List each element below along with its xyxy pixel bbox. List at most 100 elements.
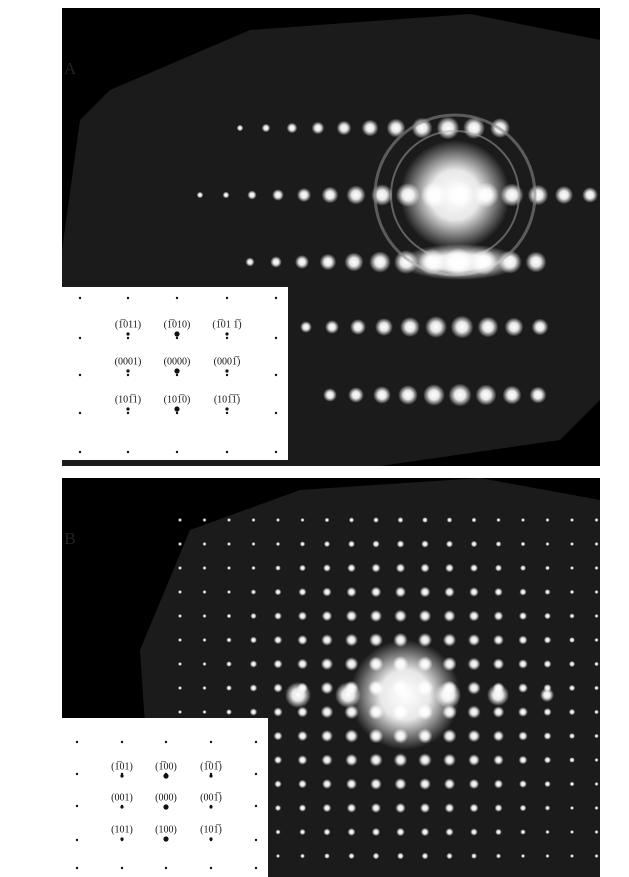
diffraction-spot — [297, 707, 308, 718]
diffraction-spot — [203, 566, 207, 570]
diffraction-spot — [519, 636, 528, 645]
diffraction-spot — [451, 316, 474, 339]
diffraction-spot — [178, 590, 182, 594]
diffraction-spot — [178, 638, 182, 642]
diffraction-spot — [397, 540, 405, 548]
diffraction-spot — [346, 610, 357, 621]
diffraction-spot — [369, 251, 390, 272]
diffraction-spot — [227, 590, 231, 594]
diffraction-spot — [375, 318, 393, 336]
diffraction-spot — [321, 730, 333, 742]
diffraction-spot — [227, 518, 231, 522]
diffraction-spot — [493, 658, 504, 669]
diffraction-spot — [469, 611, 480, 622]
diffraction-spot — [272, 189, 284, 201]
diffraction-spot — [274, 732, 283, 741]
diffraction-spot — [322, 587, 331, 596]
diffraction-spot — [521, 542, 526, 547]
diffraction-spot — [396, 828, 405, 837]
diffraction-spot — [349, 517, 354, 522]
diffraction-spot — [297, 731, 307, 741]
diffraction-spot — [227, 542, 231, 546]
diffraction-spot — [595, 830, 599, 834]
diffraction-spot — [202, 686, 206, 690]
diffraction-spot — [526, 252, 547, 273]
diffraction-spot — [323, 828, 330, 835]
diffraction-spot — [418, 753, 431, 766]
miller-index: (0001̅) — [214, 356, 241, 367]
lattice-dot — [165, 867, 167, 869]
diffraction-spot — [395, 587, 406, 598]
diffraction-spot — [300, 854, 305, 859]
diffraction-spot — [446, 540, 453, 547]
diffraction-spot — [478, 317, 499, 338]
diffraction-spot — [446, 853, 452, 859]
diffraction-spot — [468, 634, 480, 646]
lattice-dot — [225, 332, 228, 335]
lattice-dot — [163, 804, 168, 809]
diffraction-spot — [447, 517, 452, 522]
diffraction-spot — [444, 778, 455, 789]
lattice-dot — [76, 773, 78, 775]
lattice-dot — [120, 774, 123, 777]
lattice-dot — [210, 867, 212, 869]
diffraction-spot — [345, 754, 357, 766]
diffraction-spot — [298, 780, 307, 789]
diffraction-spot — [471, 541, 478, 548]
diffraction-spot — [275, 805, 281, 811]
diffraction-spot — [323, 804, 331, 812]
diffraction-spot — [250, 708, 257, 715]
diffraction-spot — [203, 614, 207, 618]
diffraction-spot — [519, 612, 527, 620]
diffraction-spot — [420, 563, 429, 572]
diffraction-spot — [321, 682, 334, 695]
diffraction-spot — [324, 853, 330, 859]
miller-index: (101̅1̅) — [214, 394, 240, 405]
diffraction-spot — [203, 662, 207, 666]
lattice-dot — [79, 374, 81, 376]
diffraction-spot — [226, 709, 232, 715]
diffraction-spot — [322, 779, 332, 789]
diffraction-spot — [299, 588, 307, 596]
diffraction-spot — [274, 780, 281, 787]
lattice-dot — [127, 337, 129, 339]
diffraction-spot — [493, 755, 503, 765]
diffraction-spot — [544, 781, 550, 787]
diffraction-spot — [570, 830, 574, 834]
diffraction-spot — [345, 634, 358, 647]
diffraction-spot — [520, 565, 526, 571]
diffraction-spot — [369, 633, 383, 647]
miller-index: (101) — [111, 824, 133, 835]
diffraction-spot — [394, 610, 407, 623]
lattice-dot — [225, 407, 228, 410]
lattice-dot — [209, 774, 212, 777]
miller-index: (1̅00) — [155, 761, 177, 772]
diffraction-spot — [197, 192, 204, 199]
miller-index: (101̅0) — [164, 394, 191, 405]
diffraction-spot — [421, 540, 428, 547]
diffraction-spot — [470, 564, 478, 572]
diffraction-spot — [274, 756, 282, 764]
lattice-dot — [275, 451, 277, 453]
diffraction-spot — [493, 706, 504, 717]
diffraction-spot — [250, 660, 257, 667]
diffraction-spot — [595, 806, 599, 810]
diffraction-spot — [274, 636, 282, 644]
lattice-dot — [127, 412, 129, 414]
diffraction-spot — [518, 659, 528, 669]
diffraction-spot — [468, 730, 480, 742]
diffraction-spot — [251, 589, 256, 594]
diffraction-spot — [337, 121, 352, 136]
diffraction-spot — [203, 590, 207, 594]
diffraction-spot — [226, 637, 231, 642]
miller-index: (1̅01) — [111, 761, 133, 772]
lattice-dot — [163, 836, 168, 841]
diffraction-spot — [297, 659, 308, 670]
diffraction-spot — [345, 657, 359, 671]
diffraction-spot — [528, 185, 549, 206]
diffraction-spot — [373, 386, 391, 404]
diffraction-spot — [203, 638, 207, 642]
diffraction-spot — [594, 662, 599, 667]
miller-index: (000) — [155, 792, 177, 803]
lattice-dot — [79, 412, 81, 414]
